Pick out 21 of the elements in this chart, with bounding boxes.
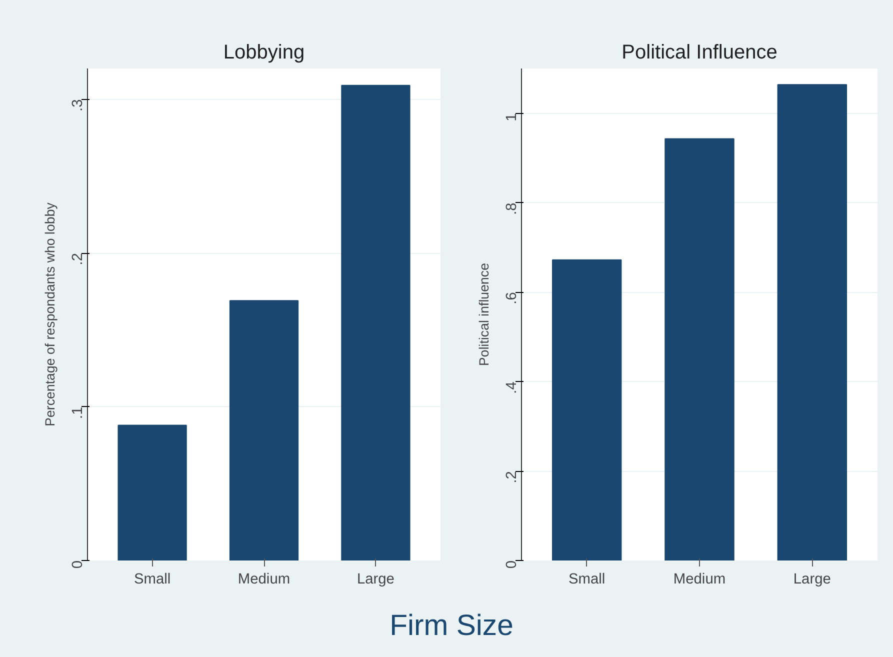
y-tick-label: 0 bbox=[70, 560, 86, 569]
y-tick-label: .3 bbox=[70, 99, 86, 112]
y-axis-title: Percentage of respondants who lobby bbox=[42, 202, 58, 426]
y-tick-label: .2 bbox=[504, 471, 520, 484]
y-tick-label: .2 bbox=[70, 252, 86, 266]
x-tick-label: Medium bbox=[238, 572, 290, 588]
y-tick-label: .6 bbox=[504, 292, 520, 304]
x-tick-label: Large bbox=[793, 572, 831, 588]
chart-title: Political Influence bbox=[622, 42, 778, 64]
x-tick-label: Medium bbox=[673, 572, 726, 588]
x-tick-label: Small bbox=[134, 572, 171, 588]
y-tick-label: .1 bbox=[70, 406, 86, 419]
y-tick-label: .4 bbox=[504, 382, 520, 394]
x-axis-title: Firm Size bbox=[390, 608, 514, 644]
chart-title: Lobbying bbox=[223, 42, 305, 64]
y-tick-label: .8 bbox=[504, 202, 520, 215]
y-tick-label: 1 bbox=[504, 113, 520, 122]
x-tick-label: Small bbox=[568, 572, 606, 588]
y-tick-label: 0 bbox=[504, 560, 520, 569]
x-tick-label: Large bbox=[356, 572, 394, 588]
y-axis-title: Political influence bbox=[476, 263, 492, 366]
